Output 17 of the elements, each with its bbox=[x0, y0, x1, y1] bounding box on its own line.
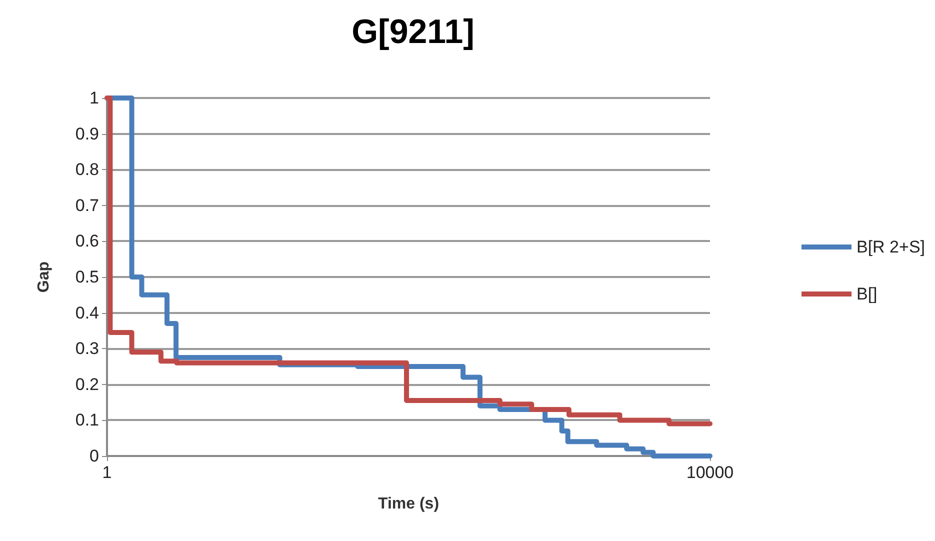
y-tick-label: 0.5 bbox=[75, 268, 99, 286]
y-tick-label: 0.3 bbox=[75, 339, 99, 358]
y-tick-label: 0 bbox=[90, 446, 99, 466]
x-axis-title: Time (s) bbox=[378, 496, 440, 512]
y-tick-label: 0.6 bbox=[75, 232, 99, 251]
legend-label: B[R 2+S] bbox=[856, 238, 926, 256]
y-tick-label: 0.8 bbox=[75, 160, 99, 180]
y-axis-title: Gap bbox=[36, 261, 52, 293]
x-tick-label: 10000 bbox=[686, 463, 734, 482]
y-tick-label: 1 bbox=[90, 88, 99, 108]
legend-label: B[] bbox=[856, 284, 878, 304]
y-tick-label: 0.9 bbox=[75, 124, 99, 144]
y-tick-label: 0.1 bbox=[75, 410, 99, 430]
y-tick-label: 0.4 bbox=[75, 303, 99, 322]
y-tick-label: 0.7 bbox=[75, 196, 99, 215]
chart-title: G[9211] bbox=[352, 13, 474, 51]
y-tick-label: 0.2 bbox=[75, 374, 99, 394]
